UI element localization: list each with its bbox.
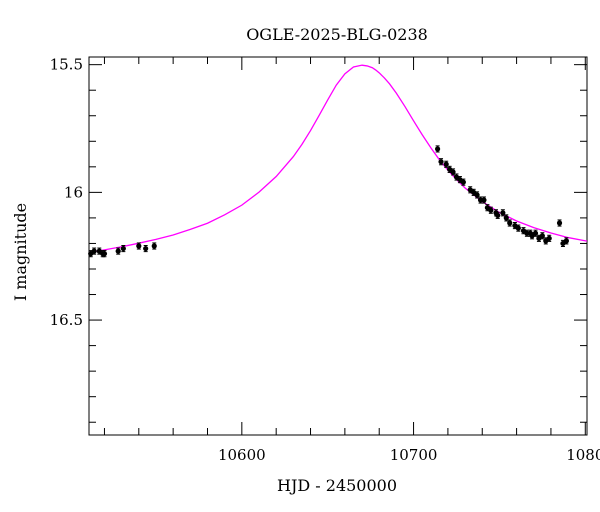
data-point <box>443 161 449 167</box>
data-point <box>136 243 142 249</box>
data-point <box>435 146 441 152</box>
data-point <box>151 243 157 249</box>
data-point <box>495 212 501 218</box>
data-point <box>115 248 121 254</box>
data-point <box>488 207 494 213</box>
data-point <box>481 197 487 203</box>
data-point <box>500 210 506 216</box>
x-tick-label: 10600 <box>218 446 266 464</box>
chart-title: OGLE-2025-BLG-0238 <box>246 25 428 44</box>
data-point <box>532 230 539 236</box>
data-point <box>563 238 569 244</box>
plot-frame <box>88 56 588 436</box>
data-point <box>143 245 149 252</box>
y-tick-label: 16 <box>64 183 83 201</box>
plot-area: 10600 10700 1080 15.5 16 16.5 <box>50 56 600 464</box>
model-curve <box>89 64 587 254</box>
data-point <box>539 233 545 239</box>
data-point <box>556 220 563 226</box>
data-point <box>101 251 108 257</box>
data-point <box>460 179 466 185</box>
data-point <box>474 192 480 198</box>
y-tick-label: 16.5 <box>50 311 83 329</box>
x-axis-label: HJD - 2450000 <box>277 476 397 495</box>
data-point <box>120 245 126 252</box>
data-point <box>438 159 444 165</box>
data-point <box>450 169 456 175</box>
data-point <box>507 220 513 226</box>
x-tick-label: 1080 <box>566 446 600 464</box>
data-point <box>91 248 97 254</box>
data-point <box>503 215 509 221</box>
y-axis-label: I magnitude <box>11 203 30 301</box>
data-point <box>515 225 521 231</box>
x-tick-label: 10700 <box>390 446 438 464</box>
data-point <box>546 235 552 241</box>
y-tick-label: 15.5 <box>50 56 83 74</box>
